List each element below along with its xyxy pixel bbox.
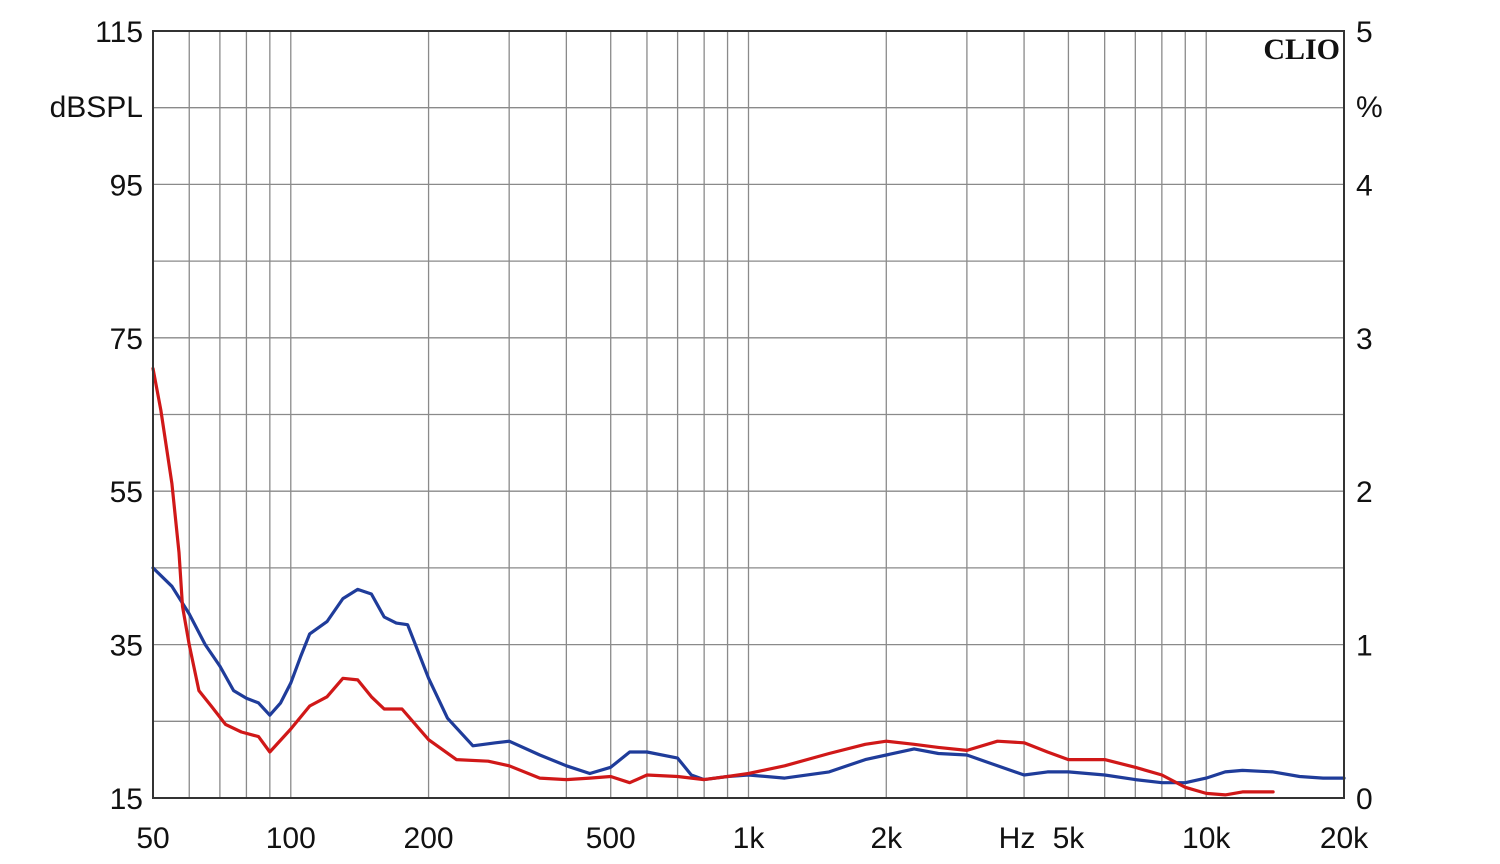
tick-labels: 50 100 200 500 1k 2k 5k 10k 20k 115 95 75 55 35 15 5 4 3 2… [95, 16, 1373, 855]
x-tick-label: 10k [1182, 822, 1231, 855]
y-left-tick-label: 95 [110, 169, 143, 202]
x-tick-label: 5k [1053, 822, 1086, 855]
y-left-axis-label: dBSPL [50, 91, 143, 124]
series-line [151, 566, 1346, 785]
y-left-tick-label: 35 [110, 630, 143, 663]
x-tick-label: 2k [870, 822, 903, 855]
series-line [151, 366, 1275, 797]
grid-lines [153, 31, 1344, 798]
plot-frame [152, 30, 1345, 799]
series-layer [151, 366, 1346, 797]
x-tick-label: 50 [136, 822, 169, 855]
x-tick-label: 500 [586, 822, 636, 855]
y-left-tick-label: 55 [110, 476, 143, 509]
x-tick-label: 20k [1320, 822, 1369, 855]
y-right-tick-label: 2 [1356, 476, 1373, 509]
brand-logo-text: CLIO [1263, 33, 1340, 66]
y-right-tick-label: 0 [1356, 783, 1373, 816]
x-axis-unit-label: Hz [999, 822, 1036, 855]
y-right-tick-label: 5 [1356, 16, 1373, 49]
y-left-tick-label: 15 [110, 783, 143, 816]
y-right-tick-label: 4 [1356, 169, 1373, 202]
y-right-tick-label: 3 [1356, 323, 1373, 356]
y-left-tick-label: 115 [95, 16, 143, 49]
y-right-axis-label: % [1356, 91, 1383, 124]
x-tick-label: 200 [404, 822, 454, 855]
y-left-tick-label: 75 [110, 323, 143, 356]
x-tick-label: 1k [733, 822, 766, 855]
y-right-tick-label: 1 [1356, 630, 1373, 663]
x-tick-label: 100 [266, 822, 316, 855]
